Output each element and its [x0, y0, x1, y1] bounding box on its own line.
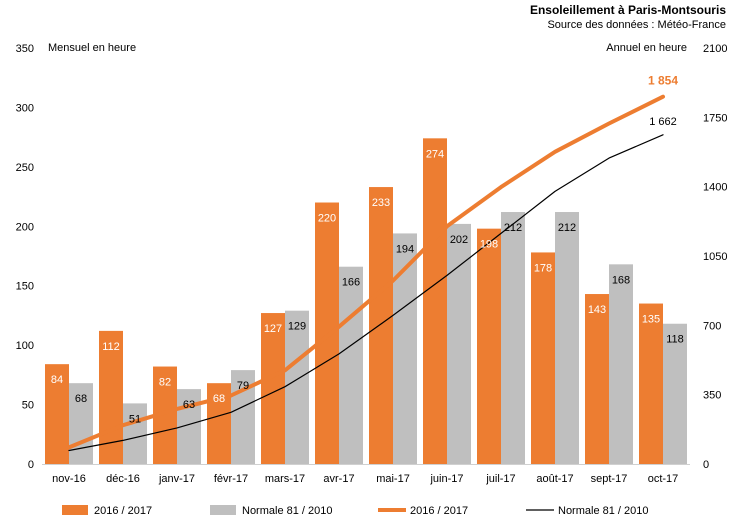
bar-label-normale-81-2010: 202 — [450, 234, 468, 246]
bar-label-2016-2017: 233 — [372, 197, 390, 209]
category-label: mars-17 — [265, 473, 305, 485]
bar-normale-81-2010 — [69, 383, 93, 464]
left-axis-ticks: 0 50 100 150 200 250 300 350 — [16, 43, 34, 471]
bar-normale-81-2010 — [447, 223, 471, 464]
category-label: oct-17 — [648, 473, 679, 485]
bar-label-normale-81-2010: 129 — [288, 321, 306, 333]
bar-2016-2017 — [99, 330, 123, 464]
bar-label-2016-2017: 112 — [102, 341, 120, 353]
bar-label-normale-81-2010: 51 — [129, 413, 141, 425]
right-tick-label: 0 — [703, 459, 709, 471]
bar-label-2016-2017: 274 — [426, 148, 444, 160]
category-label: déc-16 — [106, 473, 140, 485]
bar-label-2016-2017: 198 — [480, 239, 498, 251]
legend-label: 2016 / 2017 — [94, 505, 152, 517]
bar-label-2016-2017: 82 — [159, 377, 171, 389]
category-label: mai-17 — [376, 473, 410, 485]
legend-bar-normale-81-2010: Normale 81 / 2010 — [210, 505, 333, 517]
category-label: juin-17 — [429, 473, 463, 485]
bar-label-2016-2017: 84 — [51, 374, 63, 386]
legend-label: Normale 81 / 2010 — [558, 505, 649, 517]
bar-label-normale-81-2010: 79 — [237, 380, 249, 392]
chart-subtitle: Source des données : Météo-France — [547, 19, 726, 31]
line-end-label-normale-81-2010: 1 662 — [649, 116, 677, 128]
line-normale-81-2010 — [68, 134, 664, 452]
bar-normale-81-2010 — [609, 264, 633, 464]
legend-label: 2016 / 2017 — [410, 505, 468, 517]
category-label: août-17 — [536, 473, 573, 485]
right-tick-label: 1050 — [703, 251, 727, 263]
right-tick-label: 700 — [703, 320, 721, 332]
legend: 2016 / 2017 Normale 81 / 2010 2016 / 2017 N… — [62, 505, 649, 517]
bar-label-normale-81-2010: 68 — [75, 393, 87, 405]
bar-2016-2017 — [639, 303, 663, 464]
right-tick-label: 2100 — [703, 43, 727, 55]
category-label: févr-17 — [214, 473, 248, 485]
left-tick-label: 200 — [16, 221, 34, 233]
category-label: sept-17 — [591, 473, 628, 485]
legend-label: Normale 81 / 2010 — [242, 505, 333, 517]
legend-swatch — [210, 505, 236, 515]
left-tick-label: 150 — [16, 281, 34, 293]
bar-2016-2017 — [315, 202, 339, 464]
bar-2016-2017 — [45, 364, 69, 464]
bar-normale-81-2010 — [285, 310, 309, 464]
left-tick-label: 50 — [22, 400, 34, 412]
bar-normale-81-2010 — [663, 323, 687, 464]
bar-series — [45, 138, 687, 464]
bar-label-2016-2017: 220 — [318, 213, 336, 225]
legend-swatch — [62, 505, 88, 515]
legend-line-2016-2017: 2016 / 2017 — [378, 505, 468, 517]
right-tick-label: 350 — [703, 390, 721, 402]
right-tick-label: 1400 — [703, 182, 727, 194]
right-tick-label: 1750 — [703, 112, 727, 124]
legend-line-normale-81-2010: Normale 81 / 2010 — [526, 505, 649, 517]
left-tick-label: 350 — [16, 43, 34, 55]
bar-label-2016-2017: 68 — [213, 393, 225, 405]
left-tick-label: 250 — [16, 162, 34, 174]
bar-label-normale-81-2010: 166 — [342, 277, 360, 289]
bar-label-2016-2017: 135 — [642, 314, 660, 326]
bar-label-normale-81-2010: 118 — [666, 334, 684, 346]
bar-label-normale-81-2010: 212 — [558, 222, 576, 234]
bar-label-normale-81-2010: 168 — [612, 274, 630, 286]
category-label: juil-17 — [485, 473, 515, 485]
bar-label-2016-2017: 178 — [534, 262, 552, 274]
bar-normale-81-2010 — [123, 403, 147, 464]
bar-2016-2017 — [585, 294, 609, 464]
line-series: 1 854 1 662 — [67, 74, 678, 452]
bar-label-normale-81-2010: 194 — [396, 243, 414, 255]
bar-normale-81-2010 — [555, 212, 579, 464]
bar-label-2016-2017: 143 — [588, 304, 606, 316]
left-tick-label: 0 — [28, 459, 34, 471]
bar-label-normale-81-2010: 63 — [183, 399, 195, 411]
bar-2016-2017 — [531, 252, 555, 464]
bar-2016-2017 — [369, 187, 393, 464]
bar-normale-81-2010 — [393, 233, 417, 464]
left-axis-title: Mensuel en heure — [48, 42, 136, 54]
category-label: nov-16 — [52, 473, 86, 485]
chart-title: Ensoleillement à Paris-Montsouris — [530, 3, 726, 17]
bar-normale-81-2010 — [501, 212, 525, 464]
category-label: avr-17 — [323, 473, 354, 485]
bar-label-2016-2017: 127 — [264, 323, 282, 335]
bar-normale-81-2010 — [339, 266, 363, 464]
category-label: janv-17 — [158, 473, 195, 485]
right-axis-title: Annuel en heure — [606, 42, 687, 54]
bar-data-labels: 84 68 112 51 82 63 68 79 127 129 220 166 233 194 274 20… — [51, 148, 684, 425]
line-2016-2017 — [67, 94, 665, 450]
right-axis-ticks: 0 350 700 1050 1400 1750 2100 — [703, 43, 727, 471]
bar-label-normale-81-2010: 212 — [504, 222, 522, 234]
bar-2016-2017 — [423, 138, 447, 464]
legend-bar-2016-2017: 2016 / 2017 — [62, 505, 152, 517]
left-tick-label: 100 — [16, 340, 34, 352]
left-tick-label: 300 — [16, 102, 34, 114]
line-end-label-2016-2017: 1 854 — [648, 74, 678, 88]
category-labels: nov-16 déc-16 janv-17 févr-17 mars-17 avr-17 m… — [52, 473, 678, 485]
bar-2016-2017 — [477, 228, 501, 464]
